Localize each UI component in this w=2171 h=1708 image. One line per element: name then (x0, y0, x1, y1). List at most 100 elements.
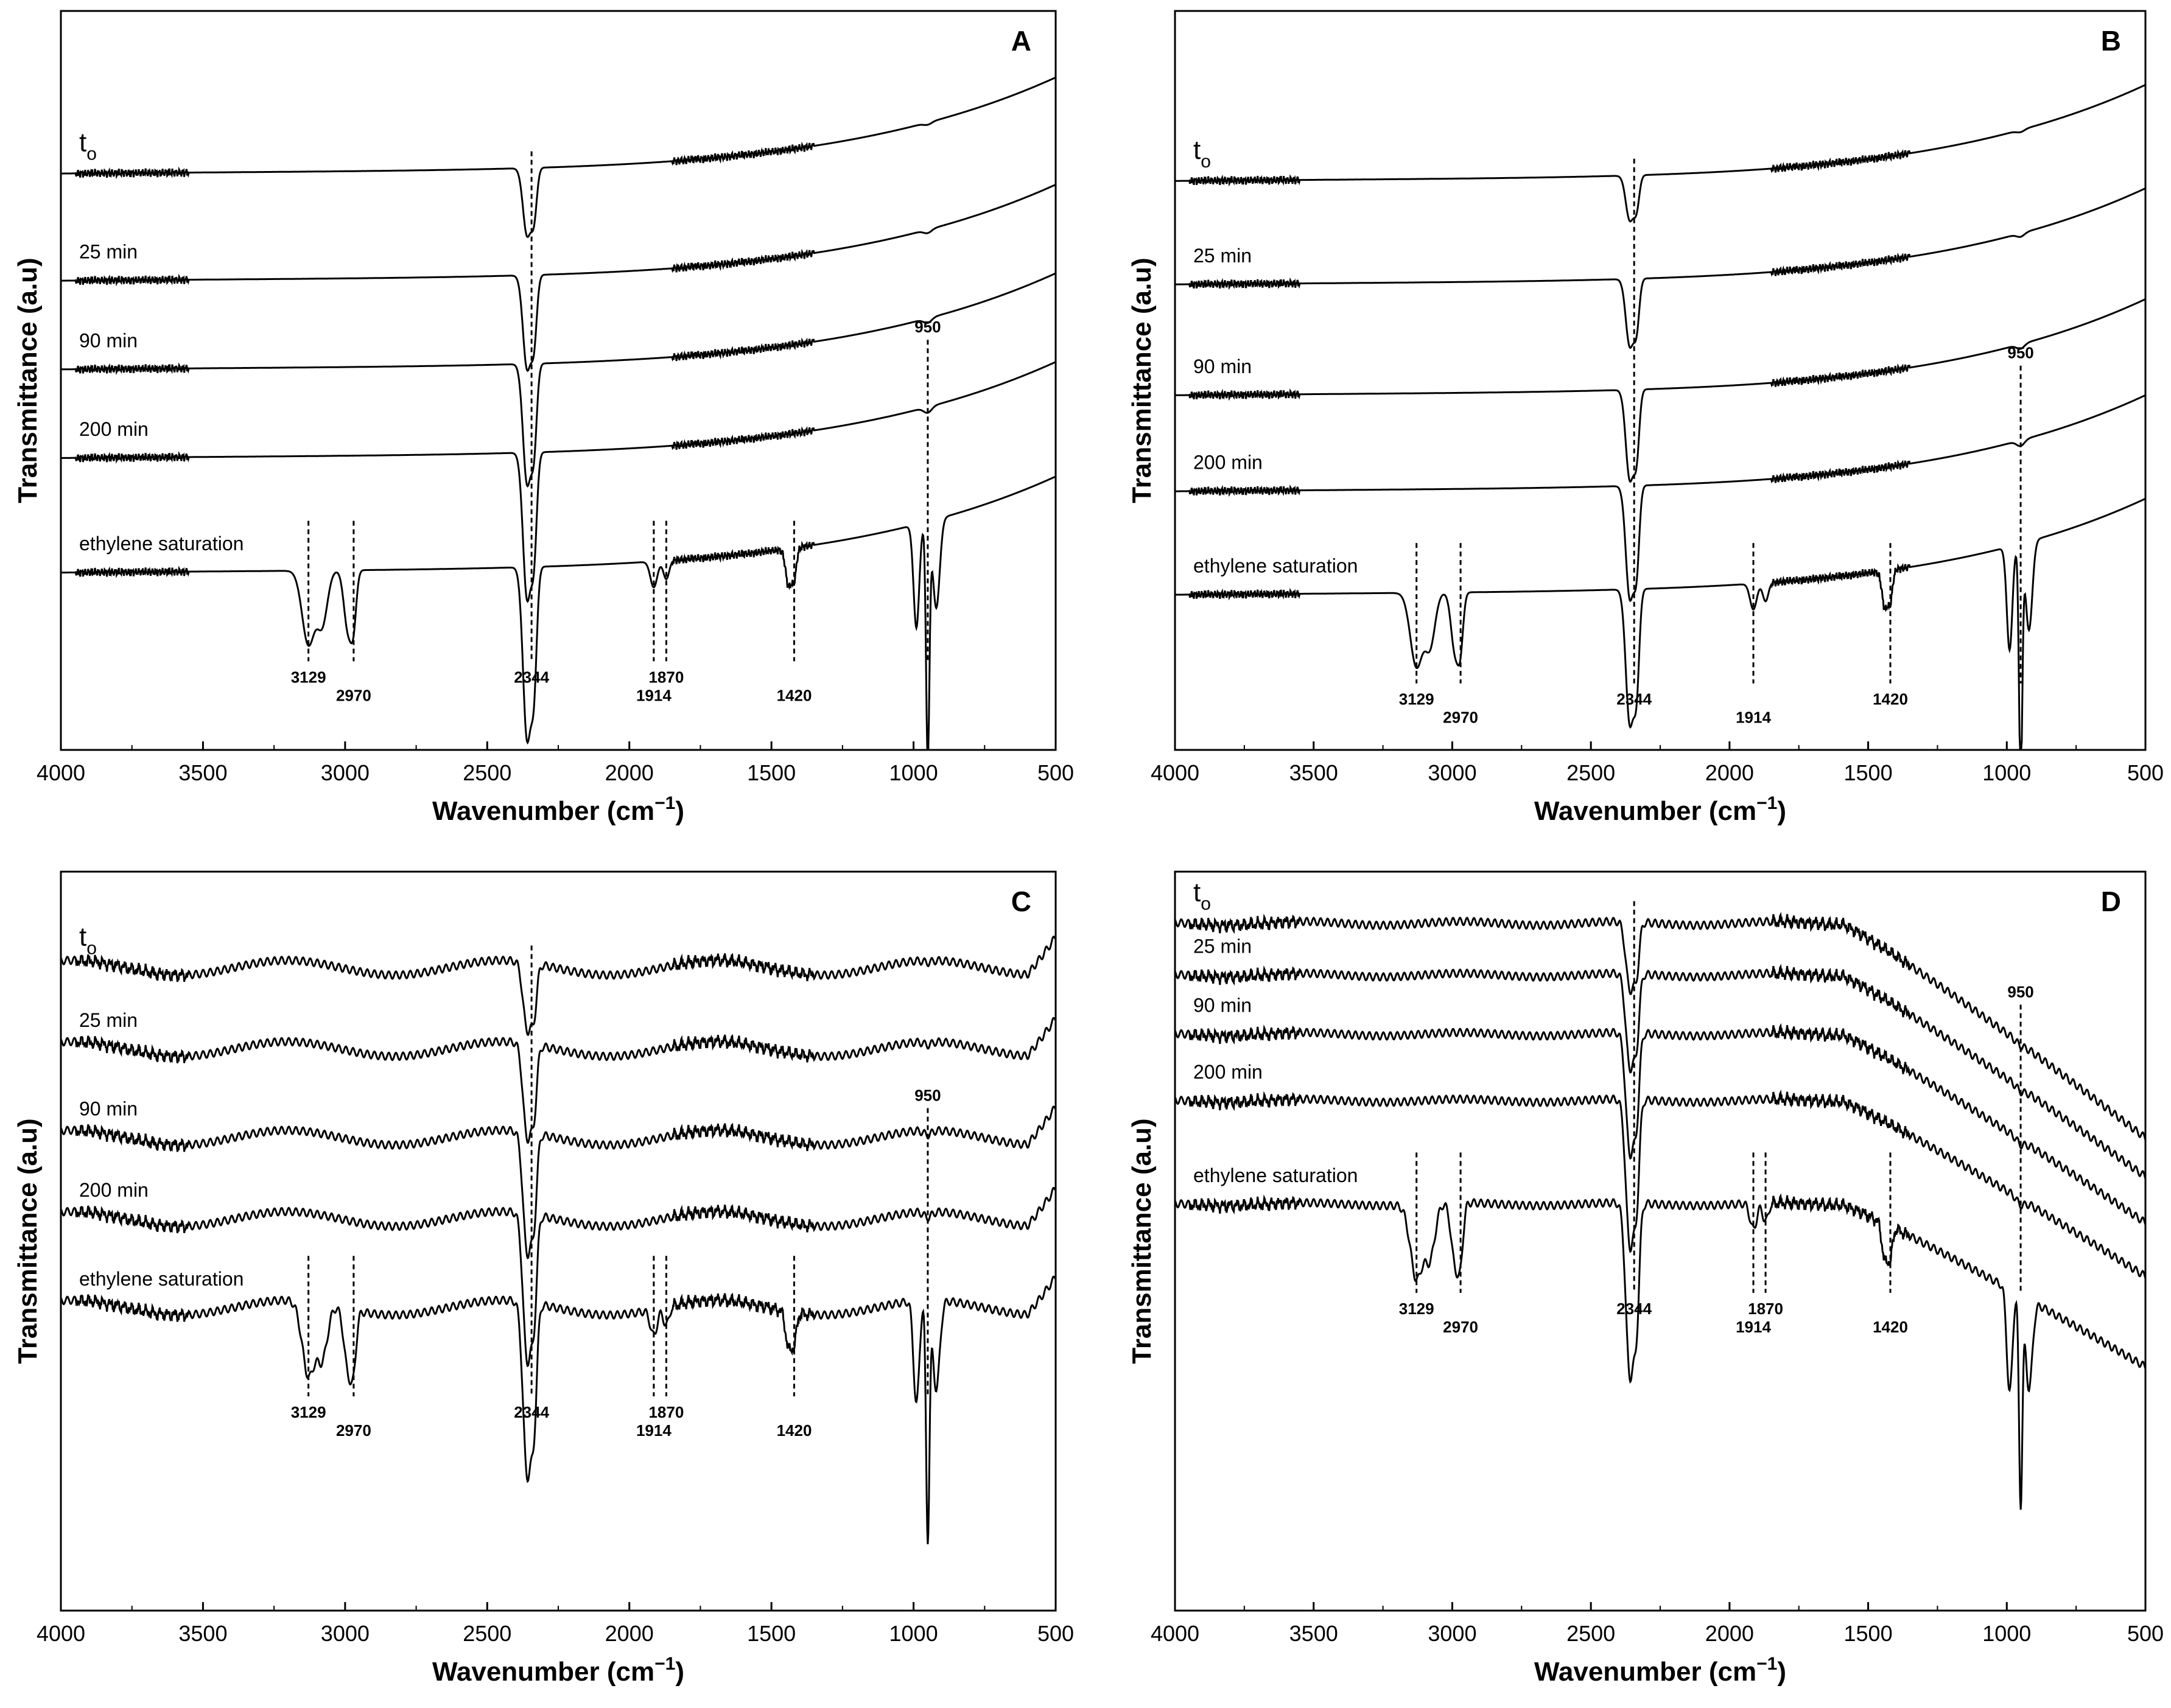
x-tick-label: 1000 (1982, 760, 2031, 785)
panel-letter: A (1011, 25, 1031, 57)
peak-label-1914: 1914 (1736, 709, 1771, 727)
plot-frame (1174, 870, 2147, 1612)
series-line-90-min (1175, 298, 2146, 483)
x-tick-label: 500 (2127, 1621, 2164, 1646)
peak-label-1914: 1914 (636, 1421, 672, 1440)
x-tick-label: 3000 (1428, 1621, 1476, 1646)
x-tick-label: 2000 (1705, 760, 1754, 785)
series-line-25-min (61, 183, 1056, 373)
x-axis-title: Wavenumber (cm−1) (1534, 1654, 1786, 1687)
peak-label-2344: 2344 (1616, 690, 1652, 709)
peak-label-1420: 1420 (1873, 1318, 1908, 1336)
series-label: 25 min (1193, 245, 1252, 267)
x-tick-label: 2000 (1705, 1621, 1754, 1646)
series-line-90-min (1174, 1023, 2147, 1225)
x-tick-label: 3000 (1428, 760, 1476, 785)
series-line-200-min (1174, 1089, 2147, 1279)
panel-a: 4000 3500 3000 2500 2000 1500 1000 500 Wavenumbe… (13, 10, 1074, 826)
x-tick-label: 4000 (37, 760, 85, 785)
peak-label-3129: 3129 (1399, 1300, 1434, 1318)
series-line-t (60, 936, 1057, 1037)
x-tick-label: 4000 (1151, 1621, 1199, 1646)
x-tick-label: 2000 (605, 1621, 654, 1646)
x-axis-title: Wavenumber (cm−1) (432, 793, 684, 826)
series-line-200-min (1175, 394, 2146, 603)
series-label: to (1193, 135, 1211, 172)
x-tick-label: 1500 (1844, 1621, 1893, 1646)
series-line-25-min (1174, 964, 2147, 1180)
x-tick-label: 500 (1037, 760, 1074, 785)
x-tick-label: 2500 (463, 760, 511, 785)
series-label: 200 min (79, 418, 149, 440)
y-axis-title: Transmittance (a.u) (13, 1118, 43, 1363)
peak-label-2970: 2970 (1443, 709, 1478, 727)
series-label: ethylene saturation (1193, 1164, 1358, 1186)
x-tick-label: 3500 (178, 1621, 227, 1646)
peak-label-1914: 1914 (636, 686, 672, 704)
series-label: 200 min (79, 1179, 149, 1201)
x-tick-label: 3000 (321, 760, 370, 785)
peak-label-3129: 3129 (291, 668, 326, 686)
series-label: ethylene saturation (79, 533, 244, 555)
panel-letter: D (2101, 886, 2121, 917)
x-tick-label: 4000 (37, 1621, 85, 1646)
series-label: 25 min (1193, 936, 1252, 957)
peak-label-1870: 1870 (648, 668, 684, 686)
series-label: to (1193, 878, 1211, 914)
series-label: to (79, 128, 97, 164)
series-line-ethylene-saturation (1174, 1193, 2147, 1510)
series-line-90-min (61, 272, 1056, 488)
peak-label-1914: 1914 (1736, 1318, 1771, 1336)
peak-label-2344: 2344 (1616, 1300, 1652, 1318)
x-tick-label: 500 (1037, 1621, 1074, 1646)
x-tick-label: 2000 (605, 760, 654, 785)
x-axis-title: Wavenumber (cm−1) (432, 1654, 684, 1687)
series-label: 90 min (1193, 995, 1252, 1017)
x-tick-label: 2500 (1566, 760, 1615, 785)
series-line-ethylene-saturation (61, 475, 1056, 750)
series-label: 25 min (79, 241, 138, 263)
x-tick-label: 1000 (889, 760, 938, 785)
series-label: 200 min (1193, 452, 1263, 474)
series-line-ethylene-saturation (60, 1275, 1057, 1544)
peak-label-3129: 3129 (1399, 690, 1434, 709)
series-label: to (79, 922, 97, 958)
x-tick-label: 2500 (463, 1621, 511, 1646)
y-axis-title: Transmittance (a.u) (1127, 257, 1157, 503)
peak-label-1420: 1420 (777, 686, 812, 704)
peak-label-2344: 2344 (514, 1403, 549, 1421)
series-line-90-min (60, 1105, 1057, 1259)
panels: 4000 3500 3000 2500 2000 1500 1000 500 Wavenumbe… (13, 10, 2164, 1687)
series-label: 25 min (79, 1009, 138, 1031)
x-tick-label: 500 (2127, 760, 2164, 785)
plot-frame (1174, 10, 2147, 751)
series-line-200-min (60, 1187, 1057, 1368)
x-tick-label: 1500 (1844, 760, 1893, 785)
series-line-t (1175, 84, 2146, 223)
x-tick-label: 3000 (321, 1621, 370, 1646)
peak-label-950: 950 (2007, 983, 2033, 1001)
peak-label-1420: 1420 (1873, 690, 1908, 709)
x-tick-label: 2500 (1566, 1621, 1615, 1646)
plot-frame (60, 10, 1057, 751)
series-label: 90 min (79, 1098, 138, 1120)
series-label: ethylene saturation (1193, 555, 1358, 577)
x-tick-label: 1000 (1982, 1621, 2031, 1646)
x-tick-label: 1500 (747, 1621, 796, 1646)
y-axis-title: Transmittance (a.u) (13, 257, 43, 503)
x-tick-label: 1500 (747, 760, 796, 785)
peak-label-1870: 1870 (1748, 1300, 1783, 1318)
series-line-t (61, 76, 1056, 239)
peak-label-2970: 2970 (336, 1421, 371, 1440)
peak-label-950: 950 (914, 1086, 941, 1104)
peak-label-1420: 1420 (777, 1421, 812, 1440)
panel-b: 4000 3500 3000 2500 2000 1500 1000 500 Wavenumbe… (1127, 10, 2164, 826)
series-label: ethylene saturation (79, 1268, 244, 1290)
plot-frame (60, 870, 1057, 1612)
series-line-ethylene-saturation (1175, 497, 2146, 750)
panel-d: 4000 3500 3000 2500 2000 1500 1000 500 Wavenumbe… (1127, 870, 2164, 1687)
panel-letter: C (1011, 886, 1031, 917)
series-line-t (1174, 912, 2147, 1141)
peak-label-2970: 2970 (1443, 1318, 1478, 1336)
